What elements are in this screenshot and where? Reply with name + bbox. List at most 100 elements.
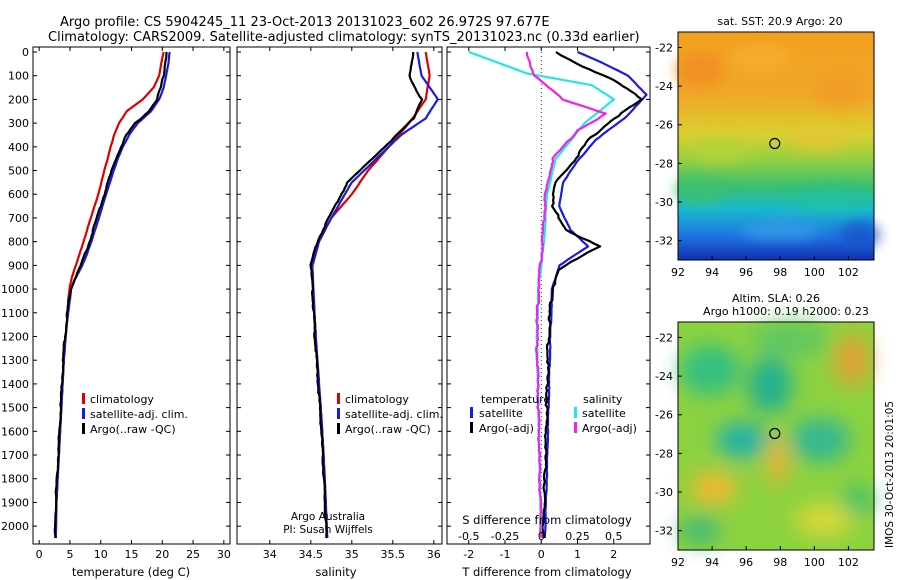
salinity-difference-x-axis: -0.5 -0.25 0 0.25 0.5 — [458, 530, 622, 543]
argo-position-marker — [769, 137, 781, 150]
x-tick-label: 20 — [155, 548, 169, 561]
legend-label: satellite-adj. clim. — [90, 408, 188, 421]
salinity-x-axis: 34 34.5 35 35.5 36 — [263, 47, 441, 561]
salinity-annotation: Argo Australia PI: Susan Wijffels — [283, 511, 373, 536]
temperature-x-axis: 0 5 10 15 20 25 30 — [36, 47, 231, 561]
map-lat-tick-label: -22 — [655, 41, 673, 54]
x-tick-label: -2 — [463, 548, 474, 561]
x-tick-label: 30 — [217, 548, 231, 561]
legend-label: Argo(..raw -QC) — [345, 423, 431, 436]
salinity-legend: climatology satellite-adj. clim. Argo(..… — [337, 393, 443, 436]
imos-timestamp: IMOS 30-Oct-2013 20:01:05 — [884, 401, 896, 548]
map-lon-tick-label: 98 — [773, 556, 787, 569]
legend-swatch-climatology — [82, 393, 85, 404]
legend-label: satellite — [582, 407, 626, 420]
x-tick-label: 1 — [574, 548, 581, 561]
map-lon-tick-label: 98 — [773, 266, 787, 279]
map-lon-tick-label: 92 — [671, 266, 685, 279]
map-lat-tick-label: -32 — [655, 235, 673, 248]
depth-tick-label: 800 — [8, 236, 29, 249]
series-line — [541, 51, 643, 539]
depth-tick-label: 1900 — [1, 496, 29, 509]
series-line — [525, 51, 607, 539]
x-tick-label: 0.25 — [565, 530, 590, 543]
sla-map-title-1: Altim. SLA: 0.26 — [732, 292, 820, 305]
depth-tick-label: 500 — [8, 165, 29, 178]
map-lon-tick-label: 94 — [705, 556, 719, 569]
x-tick-label: 35 — [345, 548, 359, 561]
x-tick-label: 34.5 — [299, 548, 324, 561]
legend-swatch-satellite-s — [574, 407, 577, 418]
legend-swatch-satellite-t — [470, 407, 473, 418]
legend-label: satellite-adj. clim. — [345, 408, 443, 421]
depth-tick-label: 200 — [8, 93, 29, 106]
series-line — [54, 51, 171, 538]
map-lat-tick-label: -30 — [655, 486, 673, 499]
depth-tick-label: 900 — [8, 259, 29, 272]
map-lon-tick-label: 102 — [838, 266, 859, 279]
series-line — [309, 51, 424, 539]
title-line-2: Climatology: CARS2009. Satellite-adjuste… — [48, 30, 640, 45]
argo-position-marker — [769, 427, 781, 440]
map-lat-tick-label: -28 — [655, 447, 673, 460]
x-tick-label: 10 — [94, 548, 108, 561]
x-tick-label: 35.5 — [381, 548, 406, 561]
map-lat-tick-label: -24 — [655, 80, 673, 93]
sla-texture — [680, 322, 874, 544]
s-difference-axis-label: S difference from climatology — [462, 513, 632, 527]
map-lat-tick-label: -28 — [655, 157, 673, 170]
depth-tick-label: 1400 — [1, 378, 29, 391]
depth-tick-label: 1200 — [1, 330, 29, 343]
depth-tick-label: 600 — [8, 188, 29, 201]
x-tick-label: 25 — [186, 548, 200, 561]
map-lat-tick-label: -26 — [655, 409, 673, 422]
depth-tick-label: 1000 — [1, 283, 29, 296]
title-line-1: Argo profile: CS 5904245_11 23-Oct-2013 … — [60, 15, 550, 30]
depth-tick-label: 1500 — [1, 402, 29, 415]
map-lon-tick-label: 92 — [671, 556, 685, 569]
legend-label: Argo(..raw -QC) — [90, 423, 176, 436]
map-lon-tick-label: 102 — [838, 556, 859, 569]
map-lon-tick-label: 100 — [804, 556, 825, 569]
sla-map: 92 94 96 98 100 102 -22 -24 -26 -28 -30 -32 — [655, 321, 875, 569]
x-tick-label: 0 — [36, 548, 43, 561]
legend-swatch-argo-t — [470, 422, 473, 433]
sst-map: 92 94 96 98 100 102 -22 -24 -26 -28 -30 -32 — [655, 31, 880, 279]
map-lon-tick-label: 100 — [804, 266, 825, 279]
depth-tick-label: 1600 — [1, 425, 29, 438]
depth-tick-label: 2000 — [1, 520, 29, 533]
sst-texture — [674, 44, 880, 249]
sst-map-axes: 92 94 96 98 100 102 -22 -24 -26 -28 -30 -32 — [655, 41, 859, 279]
sla-frame — [677, 321, 875, 551]
depth-tick-label: 400 — [8, 141, 29, 154]
legend-swatch-climatology — [337, 393, 340, 404]
legend-swatch-satellite — [337, 408, 340, 419]
legend-heading-salinity: salinity — [583, 393, 623, 406]
depth-tick-label: 0 — [22, 46, 29, 59]
x-tick-label: 15 — [125, 548, 139, 561]
x-tick-label: 34 — [263, 548, 277, 561]
x-tick-label: 0.5 — [605, 530, 623, 543]
x-tick-label: 2 — [610, 548, 617, 561]
map-lon-tick-label: 96 — [739, 266, 753, 279]
map-lat-tick-label: -30 — [655, 196, 673, 209]
depth-tick-label: 300 — [8, 117, 29, 130]
temperature-curves — [53, 51, 171, 539]
legend-heading-temperature: temperature — [481, 393, 550, 406]
map-lat-tick-label: -32 — [655, 525, 673, 538]
x-tick-label: -0.5 — [458, 530, 479, 543]
legend-label: climatology — [345, 393, 409, 406]
x-tick-label: 36 — [427, 548, 441, 561]
difference-x-axis: -2 -1 0 1 2 — [463, 47, 617, 561]
sst-map-title: sat. SST: 20.9 Argo: 20 — [717, 15, 842, 28]
temperature-panel — [32, 46, 231, 545]
x-tick-label: -0.25 — [491, 530, 519, 543]
map-lat-tick-label: -26 — [655, 119, 673, 132]
legend-label: Argo(-adj) — [582, 422, 637, 435]
depth-tick-label: 100 — [8, 70, 29, 83]
series-line — [53, 51, 168, 539]
temperature-axis-label: temperature (deg C) — [72, 565, 190, 579]
sla-map-axes: 92 94 96 98 100 102 -22 -24 -26 -28 -30 -32 — [655, 331, 859, 569]
legend-label: satellite — [479, 407, 523, 420]
